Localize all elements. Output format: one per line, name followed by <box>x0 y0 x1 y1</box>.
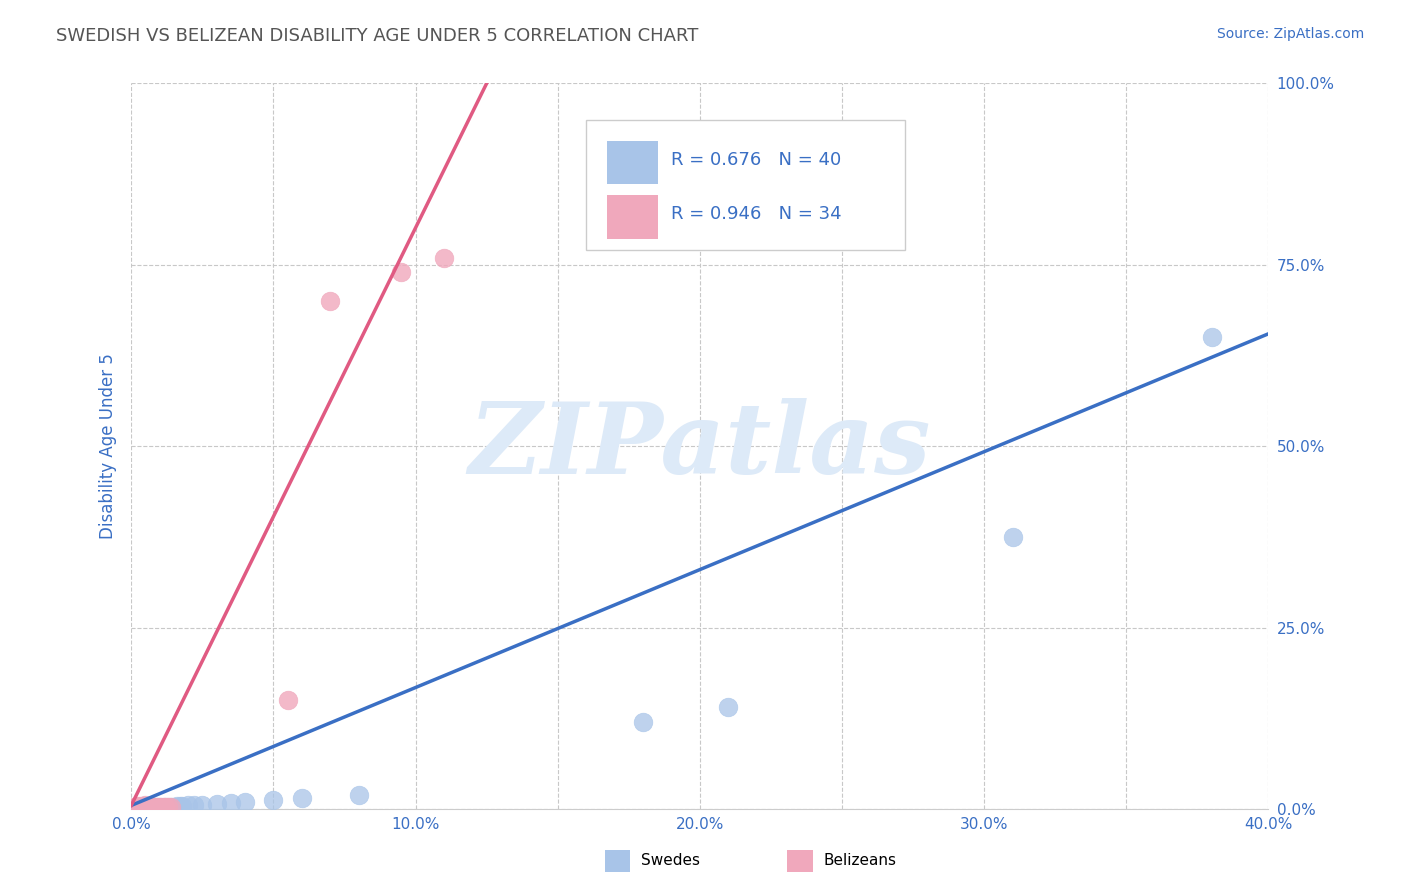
Point <box>131 800 153 814</box>
Point <box>128 800 150 814</box>
Point <box>146 800 169 814</box>
Point <box>136 799 159 814</box>
Point <box>149 800 172 814</box>
Point <box>152 800 174 814</box>
Point <box>205 797 228 811</box>
Point <box>1001 530 1024 544</box>
Point <box>134 799 156 814</box>
FancyBboxPatch shape <box>586 120 904 251</box>
Point <box>152 800 174 814</box>
Point <box>177 798 200 813</box>
Point <box>131 799 153 814</box>
Point <box>166 799 188 814</box>
Point <box>136 800 159 814</box>
Point <box>163 800 186 814</box>
Point <box>169 799 191 814</box>
Point <box>347 788 370 802</box>
Point <box>131 800 153 814</box>
Point <box>141 800 163 814</box>
Text: SWEDISH VS BELIZEAN DISABILITY AGE UNDER 5 CORRELATION CHART: SWEDISH VS BELIZEAN DISABILITY AGE UNDER… <box>56 27 699 45</box>
Point <box>183 798 205 813</box>
Point <box>141 800 163 814</box>
Text: Source: ZipAtlas.com: Source: ZipAtlas.com <box>1216 27 1364 41</box>
Point <box>717 700 740 714</box>
Point <box>1201 330 1223 344</box>
Point <box>157 800 180 814</box>
Point <box>433 251 456 265</box>
Point <box>160 800 183 814</box>
Point <box>122 800 145 814</box>
Point <box>128 800 150 814</box>
Point <box>122 800 145 814</box>
Point <box>141 800 163 814</box>
Point <box>191 798 214 813</box>
Point <box>233 795 256 809</box>
Text: ZIPatlas: ZIPatlas <box>468 398 931 494</box>
Point <box>128 799 150 814</box>
Point <box>131 800 153 814</box>
Point <box>146 800 169 814</box>
Point <box>141 800 163 814</box>
Point <box>143 800 166 814</box>
Point <box>141 799 163 814</box>
Point <box>155 800 177 814</box>
Point <box>122 800 145 814</box>
Bar <box>606 141 658 185</box>
Text: Swedes: Swedes <box>641 854 700 868</box>
Point <box>125 800 148 814</box>
Point <box>631 714 654 729</box>
Point <box>125 800 148 814</box>
Point <box>128 800 150 814</box>
Point <box>136 800 159 814</box>
Point <box>134 800 156 814</box>
Point <box>125 799 148 814</box>
Point <box>155 800 177 814</box>
Bar <box>606 195 658 239</box>
Text: R = 0.676   N = 40: R = 0.676 N = 40 <box>672 151 842 169</box>
Point <box>157 800 180 814</box>
Point <box>134 800 156 814</box>
Point <box>134 800 156 814</box>
Text: Belizeans: Belizeans <box>824 854 897 868</box>
Point <box>128 800 150 814</box>
Point <box>149 800 172 814</box>
Point <box>131 800 153 814</box>
Point <box>277 693 299 707</box>
Point <box>149 800 172 814</box>
Point <box>262 793 284 807</box>
Point <box>172 799 194 814</box>
Point <box>136 800 159 814</box>
Point <box>134 799 156 814</box>
Point <box>160 800 183 814</box>
Point <box>146 800 169 814</box>
Point <box>134 798 156 813</box>
Point <box>143 800 166 814</box>
Point <box>143 800 166 814</box>
Point <box>146 800 169 814</box>
Point <box>319 294 342 309</box>
Point <box>143 800 166 814</box>
Text: R = 0.946   N = 34: R = 0.946 N = 34 <box>672 205 842 223</box>
Point <box>125 800 148 814</box>
Point <box>291 791 314 805</box>
Point <box>219 797 242 811</box>
Y-axis label: Disability Age Under 5: Disability Age Under 5 <box>100 353 117 539</box>
Point <box>136 800 159 814</box>
Point <box>389 265 412 279</box>
Point <box>134 800 156 814</box>
